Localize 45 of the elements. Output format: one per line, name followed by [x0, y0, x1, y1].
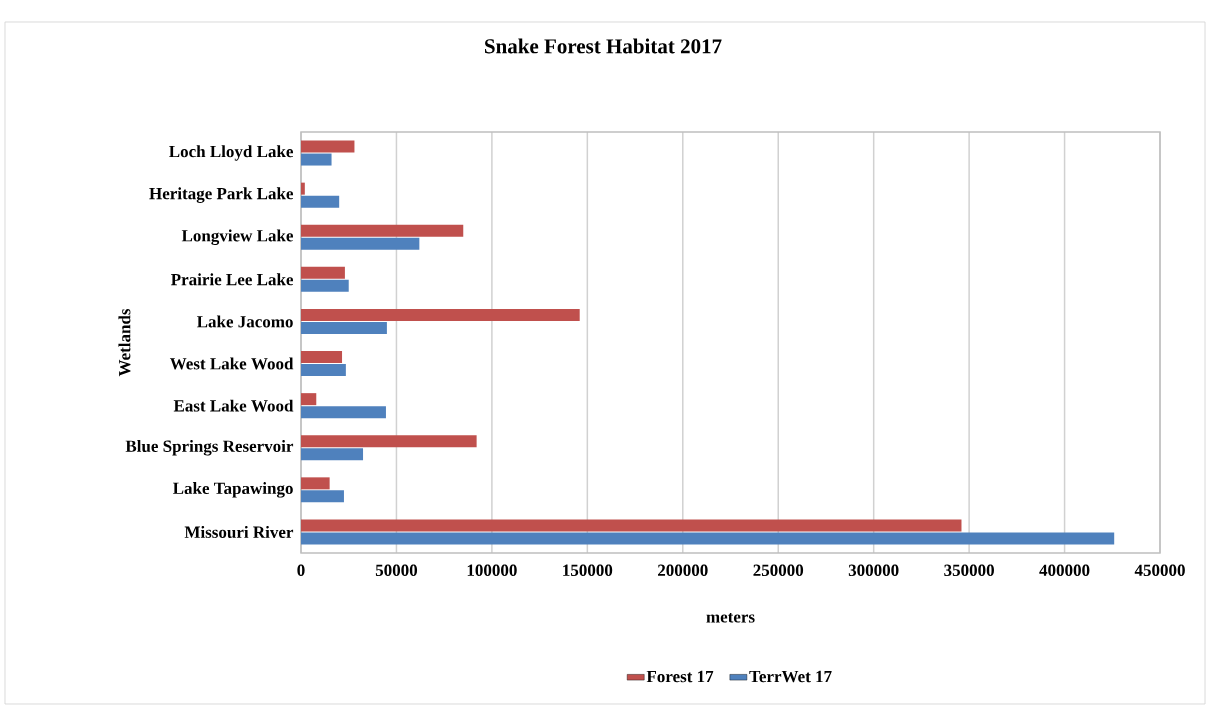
y-tick-label: Blue Springs Reservoir — [125, 439, 294, 456]
x-tick-label: 450000 — [1134, 564, 1185, 577]
legend-label: TerrWet 17 — [749, 670, 832, 683]
bar — [301, 182, 305, 195]
y-tick-label: Missouri River — [184, 525, 294, 538]
bar — [301, 477, 330, 490]
x-tick-label: 100000 — [467, 564, 517, 577]
bar — [301, 266, 345, 279]
bar — [301, 224, 464, 237]
y-axis-title: Wetlands — [118, 308, 131, 377]
bar — [301, 435, 477, 448]
bar — [301, 448, 364, 461]
y-tick-label: Longview Lake — [181, 229, 294, 246]
bar — [301, 532, 1115, 545]
y-tick-label: West Lake Wood — [169, 357, 294, 370]
y-tick-label: Lake Jacomo — [196, 315, 293, 328]
x-tick-label: 200000 — [658, 564, 708, 577]
x-tick-label: 250000 — [753, 564, 804, 577]
bar — [301, 519, 962, 532]
bar — [301, 308, 580, 321]
bar — [301, 237, 420, 250]
bar — [301, 279, 349, 292]
y-tick-label: Heritage Park Lake — [149, 187, 294, 203]
x-tick-label: 350000 — [944, 564, 994, 577]
y-tick-label: Loch Lloyd Lake — [169, 145, 294, 161]
y-tick-label: Lake Tapawingo — [172, 482, 293, 498]
bar — [301, 195, 340, 208]
bar — [301, 490, 344, 503]
bar — [301, 351, 343, 364]
x-tick-label: 300000 — [848, 564, 899, 577]
bar — [301, 140, 355, 153]
x-tick-label: 0 — [297, 564, 305, 577]
bar — [301, 321, 387, 334]
x-tick-label: 50000 — [375, 564, 418, 577]
bar — [301, 153, 332, 166]
x-tick-label: 150000 — [563, 564, 613, 577]
legend-label: Forest 17 — [646, 670, 714, 683]
bar — [301, 364, 346, 377]
chart-title: Snake Forest Habitat 2017 — [485, 38, 722, 54]
bar — [301, 393, 317, 406]
x-tick-label: 400000 — [1039, 564, 1090, 577]
y-tick-label: Prairie Lee Lake — [171, 273, 294, 286]
y-tick-label: East Lake Wood — [173, 399, 294, 412]
x-axis-title: meters — [706, 612, 755, 623]
bar — [301, 406, 386, 419]
